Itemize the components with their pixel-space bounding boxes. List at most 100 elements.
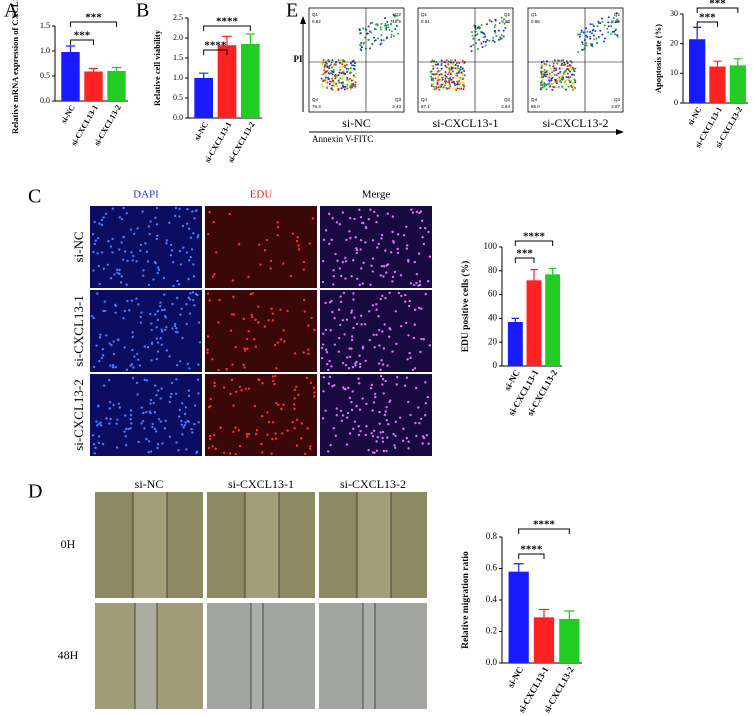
cell-nucleus: [168, 435, 172, 439]
flow-event: [358, 28, 361, 31]
cell-nucleus: [361, 345, 365, 349]
cell-nucleus: [376, 214, 379, 217]
flow-event: [360, 41, 363, 44]
cell-nucleus: [135, 381, 139, 385]
flow-event: [607, 31, 610, 34]
cell-nucleus: [170, 249, 174, 252]
flow-event: [337, 87, 340, 90]
x-tick-label: si-NC: [502, 368, 522, 392]
flow-event: [560, 64, 563, 67]
cell-nucleus: [427, 442, 430, 445]
cell-nucleus: [309, 445, 312, 448]
flow-event: [448, 69, 451, 72]
cell-nucleus: [213, 381, 216, 385]
y-tick-label: 20: [488, 336, 498, 346]
cell-nucleus: [375, 303, 378, 306]
cell-nucleus: [141, 419, 145, 423]
x-tick-label: si-NC: [686, 105, 704, 127]
cell-nucleus: [100, 251, 104, 254]
cell-nucleus: [357, 433, 361, 437]
cell-nucleus: [379, 274, 382, 277]
flow-event: [324, 76, 327, 79]
cell-nucleus: [247, 432, 251, 436]
cell-nucleus: [155, 223, 159, 226]
cell-nucleus: [367, 218, 371, 221]
flow-event: [563, 64, 566, 67]
flow-event: [328, 67, 331, 70]
cell-nucleus: [185, 251, 189, 254]
flow-event: [463, 74, 466, 77]
cell-nucleus: [377, 362, 381, 365]
flow-event: [385, 28, 388, 31]
cell-nucleus: [338, 223, 342, 226]
flow-event: [333, 85, 336, 88]
cell-nucleus: [369, 386, 373, 390]
flow-event: [482, 40, 485, 43]
cell-nucleus: [407, 304, 411, 308]
flow-event: [539, 88, 542, 91]
cell-nucleus: [179, 360, 182, 363]
cell-nucleus: [379, 431, 382, 434]
flow-event: [448, 79, 451, 82]
cell-nucleus: [354, 362, 357, 365]
x-tick-label: si-NC: [192, 120, 210, 142]
cell-nucleus: [187, 259, 191, 262]
cell-nucleus: [359, 215, 363, 219]
cell-nucleus: [153, 411, 157, 414]
cell-nucleus: [392, 240, 395, 243]
error-bar: [513, 563, 524, 572]
flow-event: [555, 69, 558, 72]
cell-nucleus: [218, 298, 221, 302]
flow-event: [390, 30, 393, 33]
cell-nucleus: [386, 212, 390, 215]
cell-nucleus: [359, 239, 363, 242]
cell-nucleus: [92, 250, 95, 254]
quadrant-name: Q4: [421, 97, 428, 102]
flow-event: [544, 75, 547, 78]
cell-nucleus: [385, 418, 389, 422]
flow-event: [546, 83, 549, 86]
flow-event: [551, 88, 554, 91]
cell-nucleus: [361, 397, 364, 400]
flow-event: [458, 76, 461, 79]
flow-event: [548, 82, 551, 85]
microscopy-image: [205, 206, 317, 288]
cell-nucleus: [371, 270, 374, 273]
flow-event: [580, 31, 583, 34]
flow-event: [540, 61, 543, 64]
flow-event: [572, 87, 575, 90]
flow-event: [616, 35, 619, 38]
cell-nucleus: [372, 333, 375, 337]
flow-event: [601, 33, 604, 36]
flow-event: [615, 28, 618, 31]
cell-nucleus: [349, 236, 352, 240]
flow-event: [352, 74, 355, 77]
cell-nucleus: [163, 328, 167, 332]
significance-bracket: [203, 49, 228, 55]
cell-nucleus: [177, 283, 181, 286]
flow-event: [440, 64, 443, 67]
error-bar: [88, 67, 99, 72]
flow-event: [326, 69, 329, 72]
flow-plot-label: si-CXCL13-2: [543, 116, 609, 130]
cell-nucleus: [355, 251, 359, 254]
cell-nucleus: [118, 248, 121, 251]
error-bar: [65, 45, 76, 52]
cell-nucleus: [163, 427, 167, 430]
cell-nucleus: [322, 390, 325, 393]
flow-event: [461, 67, 464, 70]
cell-nucleus: [360, 323, 363, 326]
cell-nucleus: [327, 212, 331, 216]
cell-nucleus: [150, 359, 153, 362]
flow-event: [384, 22, 387, 25]
cell-nucleus: [403, 384, 407, 388]
bar: [61, 52, 80, 101]
cell-nucleus: [91, 434, 95, 437]
cell-nucleus: [154, 216, 157, 219]
cell-nucleus: [424, 292, 427, 296]
error-bar: [199, 72, 209, 78]
flow-event: [552, 65, 555, 68]
cell-nucleus: [335, 407, 338, 410]
flow-event: [341, 85, 344, 88]
quadrant-value: 10.5: [392, 19, 401, 24]
